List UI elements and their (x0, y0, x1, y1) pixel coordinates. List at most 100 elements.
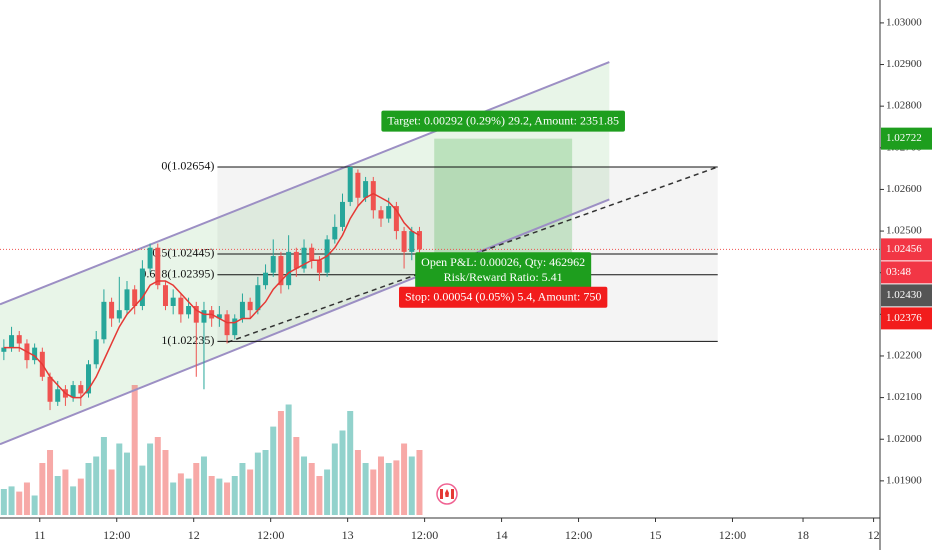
candle-body (263, 272, 269, 286)
volume-bar (39, 463, 46, 515)
y-tick-label: 1.02900 (886, 58, 922, 70)
volume-bar (385, 463, 392, 515)
candle-body (239, 301, 245, 319)
x-tick-label: 12:00 (565, 528, 592, 542)
volume-bar (193, 463, 200, 515)
volume-bar (293, 437, 300, 515)
candle-body (393, 206, 399, 232)
price-label: 1.02376 (886, 312, 922, 324)
candle-body (347, 166, 353, 202)
stop-label-text: Stop: 0.00054 (0.05%) 5.4, Amount: 750 (405, 289, 601, 303)
volume-bar (93, 456, 100, 515)
volume-bar (277, 411, 284, 515)
candle-body (309, 247, 315, 261)
y-tick-label: 1.02200 (886, 349, 922, 361)
volume-bar (16, 491, 23, 515)
candle-body (409, 231, 415, 252)
volume-bar (177, 473, 184, 515)
price-label: 1.02456 (886, 243, 922, 255)
fib-label: 0(1.02654) (161, 159, 214, 173)
candle-body (132, 289, 138, 307)
candle-body (224, 314, 230, 336)
candle-body (386, 206, 392, 219)
y-tick-label: 1.01900 (886, 474, 922, 486)
volume-bar (224, 482, 231, 515)
volume-bar (354, 450, 361, 515)
candle-body (316, 260, 322, 273)
volume-bar (339, 430, 346, 515)
volume-bar (170, 482, 177, 515)
candle-body (139, 268, 145, 307)
volume-bar (85, 463, 92, 515)
volume-bar (416, 450, 423, 515)
volume-bar (70, 486, 77, 515)
x-tick-label: 11 (34, 528, 46, 542)
y-tick-label: 1.02600 (886, 183, 922, 195)
candle-body (278, 256, 284, 286)
volume-bar (231, 476, 238, 515)
candle-body (340, 201, 346, 227)
volume-bar (370, 469, 377, 515)
candle-body (86, 364, 92, 394)
price-label-box (881, 238, 932, 261)
price-label: 1.02722 (886, 132, 922, 144)
volume-bar (331, 443, 338, 515)
volume-bar (401, 443, 408, 515)
x-tick-label: 12:00 (257, 528, 284, 542)
channel-line (0, 61, 610, 306)
fib-label: 0.5(1.02445) (152, 246, 214, 260)
moving-average (3, 192, 420, 399)
candle-body (270, 256, 276, 273)
volume-bar (324, 469, 331, 515)
price-label-box (881, 307, 932, 330)
candle-body (355, 172, 361, 198)
candle-body (186, 306, 192, 315)
candle-body (401, 231, 407, 252)
volume-bar (270, 426, 277, 515)
x-tick-label: 12:00 (103, 528, 130, 542)
target-zone (434, 138, 573, 261)
volume-bar (116, 443, 123, 515)
y-tick-label: 1.02100 (886, 391, 922, 403)
fib-label: 0.618(1.02395) (140, 267, 214, 281)
candle-body (286, 251, 292, 286)
candle-body (378, 210, 384, 219)
candle-body (1, 347, 7, 352)
volume-bar (23, 482, 30, 515)
candle-body (70, 385, 76, 398)
y-tick-label: 1.03000 (886, 16, 922, 28)
volume-bar (77, 478, 84, 515)
y-tick-label: 1.02800 (886, 100, 922, 112)
x-tick-label: 12 (188, 528, 200, 542)
volume-bar (254, 452, 261, 515)
volume-bar (316, 476, 323, 515)
stop-label-box (399, 286, 608, 308)
volume-bar (31, 495, 38, 515)
volume-bar (377, 456, 384, 515)
x-tick-label: 12 (868, 528, 880, 542)
volume-bar (123, 452, 130, 515)
price-label-box (881, 127, 932, 150)
x-tick-label: 12:00 (719, 528, 746, 542)
candle-body (9, 335, 15, 348)
volume-bar (216, 478, 223, 515)
price-label: 1.02430 (886, 289, 922, 301)
candle-body (370, 181, 376, 211)
candle-body (363, 181, 369, 198)
volume-bar (8, 486, 15, 515)
candle-body (47, 376, 53, 402)
volume-bar (308, 463, 315, 515)
volume-bar (362, 463, 369, 515)
candle-body (178, 297, 184, 315)
candle-body (255, 285, 261, 311)
volume-bar (62, 469, 69, 515)
candle-body (170, 297, 176, 307)
candle-body (109, 301, 115, 319)
volume-bar (54, 476, 61, 515)
pnl-label-text: Risk/Reward Ratio: 5.41 (444, 270, 563, 284)
volume-bar (100, 437, 107, 515)
stop-label: Stop: 0.00054 (0.05%) 5.4, Amount: 750 (399, 286, 608, 308)
candle-body (301, 247, 307, 269)
candle-body (55, 389, 61, 402)
